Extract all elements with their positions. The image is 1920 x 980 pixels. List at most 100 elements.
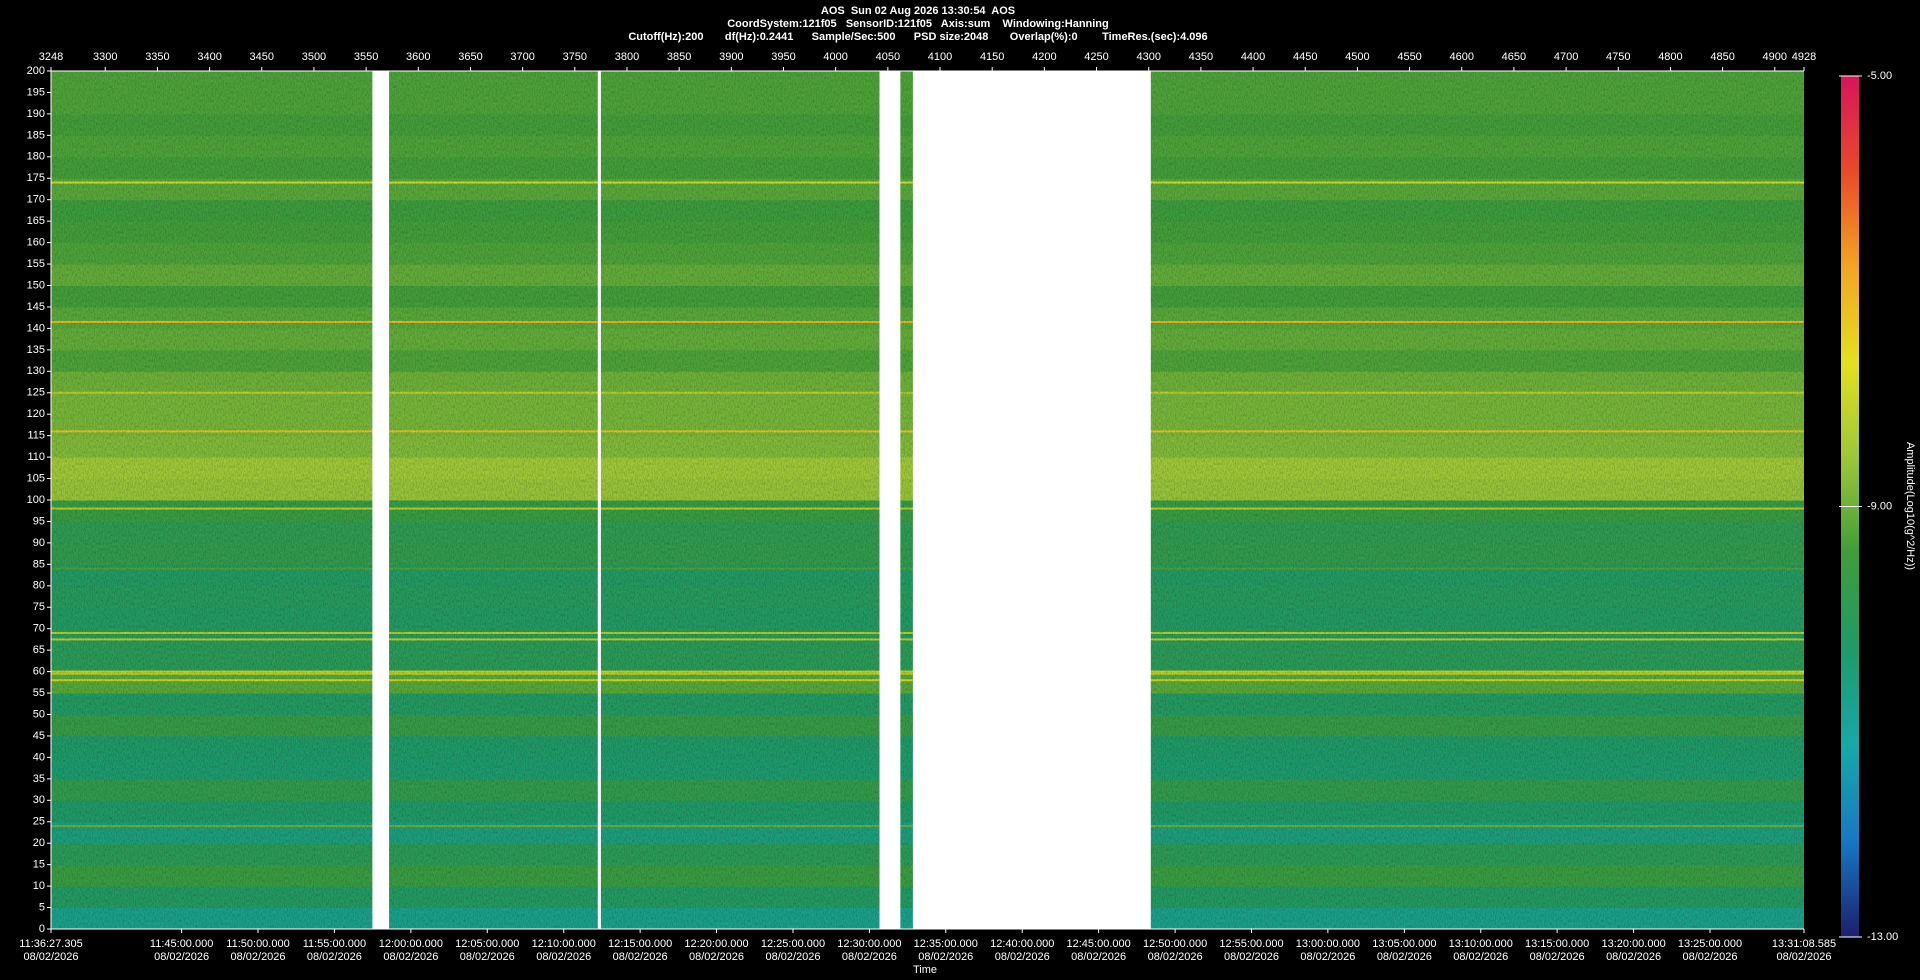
top-x-tick-label: 4750 [1606, 51, 1630, 63]
x-tick-date: 08/02/2026 [1530, 951, 1585, 963]
x-tick-date: 08/02/2026 [230, 951, 285, 963]
y-tick-label: 155 [27, 258, 45, 270]
y-tick-label: 50 [33, 708, 45, 720]
top-x-tick-label: 3700 [510, 51, 534, 63]
y-tick-label: 175 [27, 172, 45, 184]
x-tick-label: 12:55:00.000 [1219, 938, 1283, 950]
y-tick-label: 165 [27, 215, 45, 227]
y-tick-label: 70 [33, 623, 45, 635]
y-tick-label: 115 [27, 430, 45, 442]
y-tick-label: 5 [39, 901, 45, 913]
y-tick-label: 0 [39, 923, 45, 935]
y-tick-label: 180 [27, 151, 45, 163]
chart-settings: Cutoff(Hz):200 df(Hz):0.2441 Sample/Sec:… [628, 31, 1207, 43]
top-x-tick-label: 4050 [876, 51, 900, 63]
y-tick-label: 100 [27, 494, 45, 506]
top-x-tick-label: 4000 [823, 51, 847, 63]
y-tick-label: 10 [33, 880, 45, 892]
y-tick-label: 105 [27, 472, 45, 484]
top-x-tick-label: 3850 [667, 51, 691, 63]
y-tick-label: 145 [27, 301, 45, 313]
y-tick-label: 65 [33, 644, 45, 656]
y-tick-label: 90 [33, 537, 45, 549]
x-tick-date: 08/02/2026 [613, 951, 668, 963]
top-x-tick-label: 4928 [1792, 51, 1816, 63]
data-gap [597, 71, 601, 929]
x-tick-label: 12:50:00.000 [1143, 938, 1207, 950]
y-tick-label: 80 [33, 580, 45, 592]
x-tick-label: 13:05:00.000 [1372, 938, 1436, 950]
x-tick-date: 08/02/2026 [1071, 951, 1126, 963]
chart-title: AOS Sun 02 Aug 2026 13:30:54 AOS [821, 5, 1015, 17]
y-tick-label: 35 [33, 773, 45, 785]
x-tick-label: 12:10:00.000 [532, 938, 596, 950]
top-x-tick-label: 4200 [1032, 51, 1056, 63]
x-tick-date: 08/02/2026 [23, 951, 78, 963]
top-x-tick-label: 4900 [1763, 51, 1787, 63]
top-x-tick-label: 4850 [1710, 51, 1734, 63]
y-tick-label: 170 [27, 194, 45, 206]
y-tick-label: 75 [33, 601, 45, 613]
y-tick-label: 160 [27, 237, 45, 249]
x-tick-date: 08/02/2026 [689, 951, 744, 963]
data-gap [372, 71, 390, 929]
top-x-tick-label: 3500 [302, 51, 326, 63]
x-tick-label: 12:20:00.000 [684, 938, 748, 950]
top-x-tick-label: 4100 [928, 51, 952, 63]
x-tick-date: 08/02/2026 [1300, 951, 1355, 963]
colorbar-label: Amplitude(Log10(g^2/Hz)) [1904, 442, 1916, 570]
x-tick-date: 08/02/2026 [1606, 951, 1661, 963]
top-x-tick-label: 4150 [980, 51, 1004, 63]
x-tick-label: 12:25:00.000 [761, 938, 825, 950]
colorbar-tick-label: -5.00 [1867, 70, 1892, 82]
colorbar-tick-label: -13.00 [1867, 931, 1898, 943]
top-x-tick-label: 3650 [458, 51, 482, 63]
y-tick-label: 15 [33, 859, 45, 871]
top-x-tick-label: 4550 [1397, 51, 1421, 63]
x-tick-date: 08/02/2026 [1148, 951, 1203, 963]
top-x-tick-label: 4800 [1658, 51, 1682, 63]
top-x-tick-label: 4350 [1189, 51, 1213, 63]
top-x-tick-label: 4600 [1450, 51, 1474, 63]
top-x-tick-label: 3400 [197, 51, 221, 63]
x-tick-label: 12:15:00.000 [608, 938, 672, 950]
x-tick-label: 12:30:00.000 [837, 938, 901, 950]
x-tick-label: 11:50:00.000 [226, 938, 289, 950]
x-tick-label: 13:25:00.000 [1678, 938, 1742, 950]
top-x-tick-label: 4700 [1554, 51, 1578, 63]
y-tick-label: 190 [27, 108, 45, 120]
x-tick-date: 08/02/2026 [765, 951, 820, 963]
y-tick-label: 20 [33, 837, 45, 849]
top-x-tick-label: 4250 [1084, 51, 1108, 63]
top-x-tick-label: 4450 [1293, 51, 1317, 63]
y-tick-label: 135 [27, 344, 45, 356]
x-tick-date: 08/02/2026 [1377, 951, 1432, 963]
x-tick-label: 13:00:00.000 [1296, 938, 1360, 950]
y-tick-label: 150 [27, 279, 45, 291]
x-tick-date: 08/02/2026 [383, 951, 438, 963]
y-tick-label: 200 [27, 65, 45, 77]
x-tick-label: 13:10:00.000 [1449, 938, 1513, 950]
x-tick-label: 13:15:00.000 [1525, 938, 1589, 950]
top-x-tick-label: 3350 [145, 51, 169, 63]
x-tick-label: 11:45:00.000 [150, 938, 213, 950]
y-tick-label: 195 [27, 86, 45, 98]
y-tick-label: 140 [27, 322, 45, 334]
y-tick-label: 185 [27, 129, 45, 141]
top-x-tick-label: 3800 [615, 51, 639, 63]
y-tick-label: 60 [33, 666, 45, 678]
y-tick-label: 95 [33, 515, 45, 527]
y-tick-label: 40 [33, 751, 45, 763]
x-tick-label: 12:05:00.000 [455, 938, 519, 950]
x-tick-date: 08/02/2026 [1682, 951, 1737, 963]
top-x-tick-label: 4300 [1136, 51, 1160, 63]
x-tick-date: 08/02/2026 [995, 951, 1050, 963]
x-tick-date: 08/02/2026 [918, 951, 973, 963]
y-tick-label: 30 [33, 794, 45, 806]
top-x-tick-label: 3300 [93, 51, 117, 63]
y-tick-label: 125 [27, 387, 45, 399]
chart-subtitle: CoordSystem:121f05 SensorID:121f05 Axis:… [727, 18, 1109, 30]
x-tick-date: 08/02/2026 [842, 951, 897, 963]
